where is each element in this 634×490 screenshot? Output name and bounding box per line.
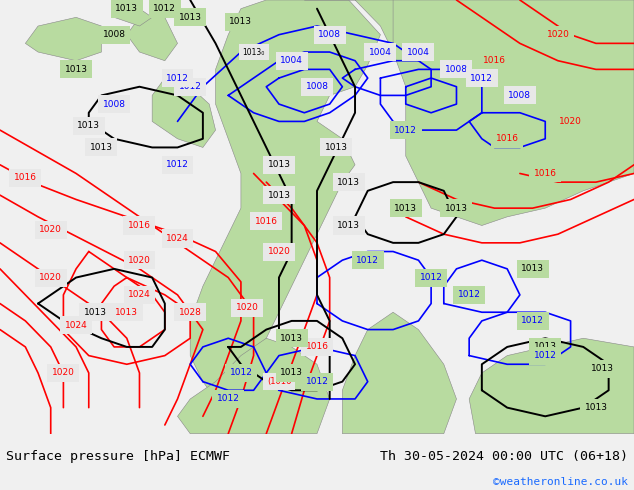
Text: 1013: 1013 (337, 221, 360, 230)
Text: 1012: 1012 (153, 4, 176, 13)
Text: 1012: 1012 (166, 160, 189, 169)
Text: 1008: 1008 (103, 99, 126, 109)
Text: 1012: 1012 (356, 256, 379, 265)
Text: 1016: 1016 (255, 217, 278, 226)
Text: 1012: 1012 (394, 125, 417, 135)
Text: Th 30-05-2024 00:00 UTC (06+18): Th 30-05-2024 00:00 UTC (06+18) (380, 450, 628, 463)
Text: 1013: 1013 (115, 308, 138, 317)
Text: 1020: 1020 (39, 273, 62, 282)
Text: 1008: 1008 (103, 30, 126, 39)
Text: 1012: 1012 (306, 377, 328, 386)
Text: 1012: 1012 (217, 394, 240, 403)
Polygon shape (114, 9, 152, 26)
Text: 1016: 1016 (306, 343, 328, 351)
Text: 1013: 1013 (445, 204, 468, 213)
Text: 1020: 1020 (39, 225, 62, 234)
Text: 1013: 1013 (90, 143, 113, 152)
Text: 1020: 1020 (52, 368, 75, 377)
Text: 1012: 1012 (420, 273, 443, 282)
Text: 1008: 1008 (318, 30, 341, 39)
Text: 1016: 1016 (483, 56, 506, 65)
Text: 1013: 1013 (268, 191, 290, 199)
Polygon shape (127, 17, 178, 61)
Polygon shape (190, 0, 380, 399)
Text: 1013: 1013 (337, 178, 360, 187)
Text: 1013₀: 1013₀ (242, 48, 265, 56)
Text: 1020: 1020 (128, 256, 151, 265)
Polygon shape (178, 338, 330, 434)
Text: 1004: 1004 (407, 48, 430, 56)
Text: 1013: 1013 (65, 65, 87, 74)
Polygon shape (152, 78, 216, 147)
Text: 1008: 1008 (445, 65, 468, 74)
Text: 1013: 1013 (585, 403, 607, 412)
Text: 1024: 1024 (166, 234, 189, 243)
Text: 1012: 1012 (521, 317, 544, 325)
Text: 1012: 1012 (230, 368, 252, 377)
Text: 1012: 1012 (534, 351, 557, 360)
Text: 1013: 1013 (591, 364, 614, 373)
Text: 1012: 1012 (179, 82, 202, 91)
Text: 1008: 1008 (508, 91, 531, 100)
Polygon shape (304, 0, 469, 87)
Text: 1013: 1013 (325, 143, 347, 152)
Text: 1024: 1024 (65, 321, 87, 330)
Polygon shape (342, 312, 456, 434)
Text: 1016: 1016 (534, 169, 557, 178)
Text: Surface pressure [hPa] ECMWF: Surface pressure [hPa] ECMWF (6, 450, 230, 463)
Text: (1016: (1016 (267, 377, 291, 386)
Text: ©weatheronline.co.uk: ©weatheronline.co.uk (493, 477, 628, 487)
Text: 1020: 1020 (236, 303, 259, 313)
Text: 1013: 1013 (268, 160, 290, 169)
Text: 1028: 1028 (179, 308, 202, 317)
Text: 1020: 1020 (547, 30, 569, 39)
Polygon shape (469, 338, 634, 434)
Text: 1013: 1013 (521, 265, 544, 273)
Polygon shape (393, 0, 634, 225)
Text: 1013: 1013 (394, 204, 417, 213)
Text: 1024: 1024 (128, 291, 151, 299)
Text: 1012: 1012 (166, 74, 189, 82)
Text: 1013: 1013 (115, 4, 138, 13)
Text: 1013: 1013 (77, 121, 100, 130)
Text: 1016: 1016 (14, 173, 37, 182)
Text: 1016: 1016 (128, 221, 151, 230)
Text: 1020: 1020 (268, 247, 290, 256)
Text: 1013: 1013 (179, 13, 202, 22)
Text: 1013: 1013 (84, 308, 107, 317)
Text: 1016: 1016 (496, 134, 519, 143)
Text: 1012: 1012 (470, 74, 493, 82)
Text: 1008: 1008 (306, 82, 328, 91)
Text: 1013: 1013 (230, 17, 252, 26)
Text: 1004: 1004 (369, 48, 392, 56)
Text: 1020: 1020 (559, 117, 582, 126)
Polygon shape (25, 17, 101, 61)
Text: 1013: 1013 (280, 368, 303, 377)
Text: 1013: 1013 (534, 343, 557, 351)
Text: 1013: 1013 (280, 334, 303, 343)
Text: 1012: 1012 (458, 291, 481, 299)
Text: 1004: 1004 (280, 56, 303, 65)
